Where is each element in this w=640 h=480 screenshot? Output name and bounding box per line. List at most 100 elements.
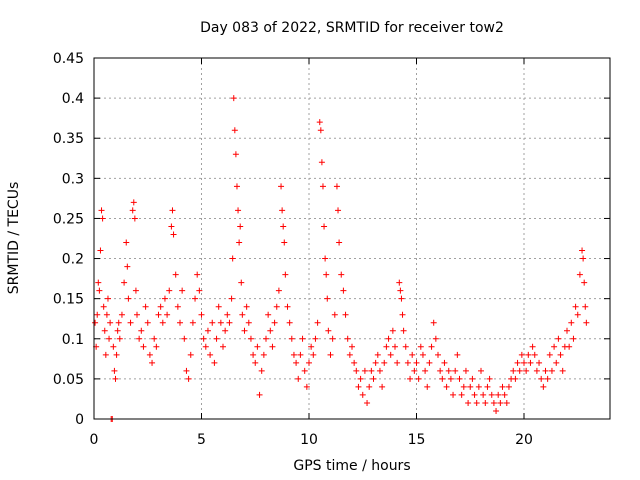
data-point — [111, 367, 118, 374]
data-point — [333, 183, 340, 190]
data-point — [170, 231, 177, 238]
data-point — [568, 319, 575, 326]
data-point — [317, 127, 324, 134]
data-point — [134, 311, 140, 318]
data-point — [359, 391, 366, 398]
data-point — [473, 399, 480, 406]
data-point — [192, 295, 199, 302]
data-point — [351, 359, 358, 366]
data-point — [368, 367, 375, 374]
data-point — [402, 343, 409, 350]
data-point — [207, 351, 214, 358]
data-point — [278, 183, 285, 190]
y-tick-label: 0.25 — [53, 211, 84, 227]
data-point — [146, 351, 153, 358]
data-point — [273, 303, 280, 310]
data-point — [258, 367, 265, 374]
data-point — [265, 311, 272, 318]
data-point — [331, 311, 338, 318]
data-point — [269, 343, 276, 350]
data-point — [151, 335, 158, 342]
data-point — [529, 343, 536, 350]
data-point — [238, 279, 245, 286]
data-point — [98, 207, 105, 214]
x-tick-label: 20 — [515, 432, 533, 448]
data-point — [437, 367, 444, 374]
data-point — [478, 367, 484, 374]
data-point — [144, 319, 151, 326]
data-point — [275, 287, 282, 294]
data-point — [209, 319, 216, 326]
x-tick-label: 0 — [90, 432, 99, 448]
data-point — [488, 391, 495, 398]
data-point — [409, 351, 416, 358]
data-point — [346, 351, 353, 358]
data-point — [426, 359, 433, 366]
data-point — [256, 391, 263, 398]
data-point — [112, 375, 119, 382]
data-point — [458, 391, 465, 398]
data-point — [340, 287, 347, 294]
y-tick-label: 0.35 — [53, 131, 84, 147]
data-point — [583, 319, 590, 326]
data-point — [417, 343, 424, 350]
data-point — [263, 335, 269, 342]
data-point — [232, 151, 239, 158]
data-point — [555, 335, 562, 342]
plot-frame — [93, 57, 611, 420]
data-point — [525, 351, 532, 358]
data-point — [450, 391, 457, 398]
data-point — [168, 223, 175, 230]
data-point — [213, 335, 220, 342]
data-point — [164, 311, 171, 318]
data-point — [557, 351, 564, 358]
data-point — [379, 383, 386, 390]
data-point — [383, 343, 390, 350]
data-point — [202, 343, 209, 350]
data-point — [551, 343, 558, 350]
data-point — [116, 335, 123, 342]
data-point — [361, 367, 368, 374]
data-point — [181, 335, 188, 342]
y-axis-label: SRMTID / TECUs — [6, 182, 22, 295]
data-point — [280, 223, 287, 230]
data-point — [521, 359, 527, 366]
data-point — [495, 391, 502, 398]
data-point — [398, 295, 405, 302]
data-point — [153, 343, 160, 350]
data-point — [231, 127, 238, 134]
data-point — [157, 303, 164, 310]
data-point — [540, 383, 547, 390]
y-tick-label: 0.05 — [53, 372, 84, 388]
data-point — [428, 343, 435, 350]
data-point — [327, 351, 334, 358]
data-point — [189, 319, 196, 326]
data-point — [443, 383, 450, 390]
data-point — [490, 399, 497, 406]
data-point — [308, 343, 315, 350]
data-point — [114, 327, 121, 334]
data-point — [228, 295, 235, 302]
data-point — [397, 287, 404, 294]
data-point — [254, 343, 261, 350]
data-point — [452, 367, 459, 374]
data-point — [531, 351, 538, 358]
data-point — [576, 271, 583, 278]
data-point — [107, 319, 114, 326]
data-point — [252, 359, 259, 366]
data-point — [338, 271, 345, 278]
data-point — [319, 183, 326, 190]
x-tick-label: 10 — [300, 432, 318, 448]
data-point — [196, 287, 203, 294]
data-point — [194, 271, 201, 278]
data-point — [104, 295, 111, 302]
data-point — [140, 343, 147, 350]
data-point — [312, 335, 319, 342]
data-point — [103, 311, 110, 318]
data-point — [118, 311, 125, 318]
data-point — [267, 327, 274, 334]
data-point — [387, 351, 394, 358]
data-point — [454, 351, 461, 358]
data-point — [422, 367, 429, 374]
